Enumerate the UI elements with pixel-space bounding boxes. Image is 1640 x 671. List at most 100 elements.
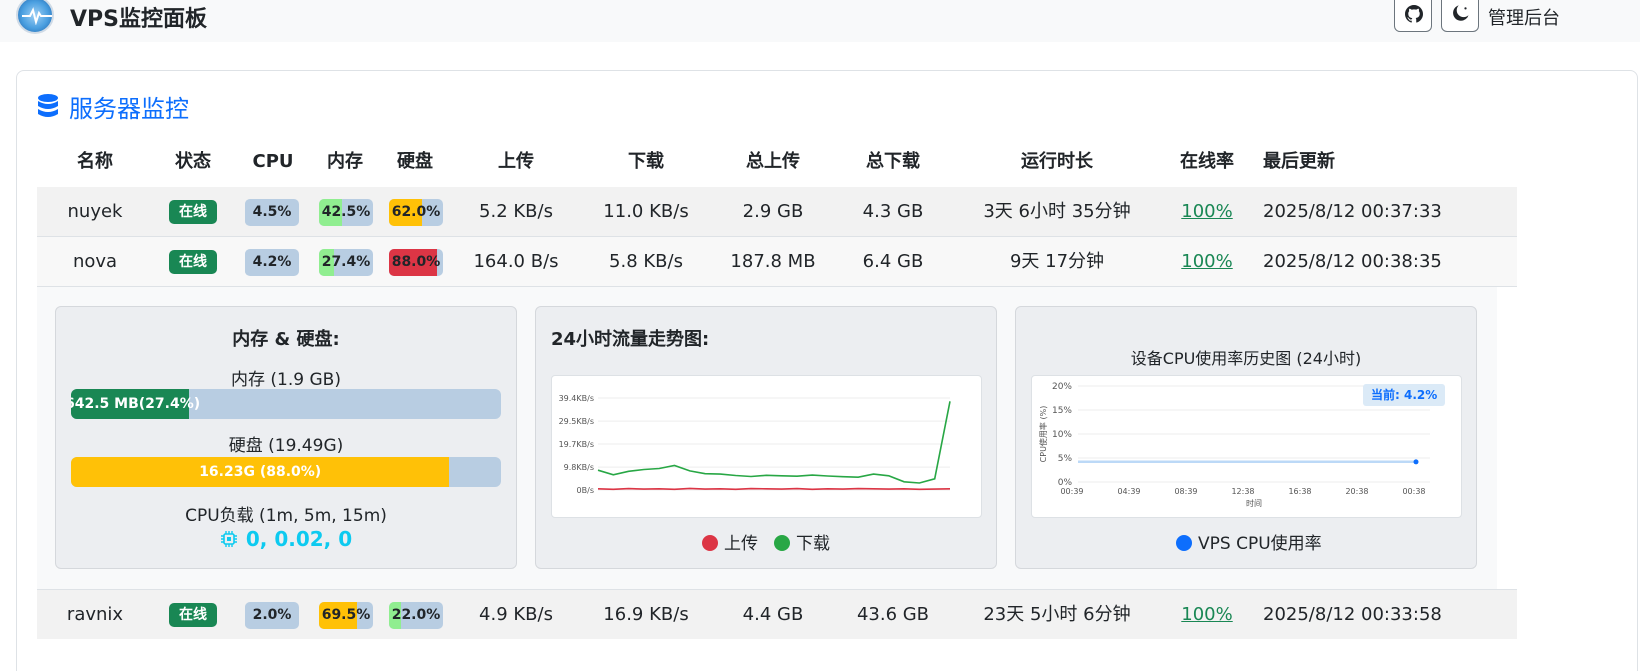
admin-link[interactable]: 管理后台 xyxy=(1488,8,1560,29)
download-speed: 11.0 KB/s xyxy=(603,201,689,222)
disk-usage-badge: 22.0% xyxy=(389,602,443,629)
disk-progress-label: 16.23G (88.0%) xyxy=(199,464,322,480)
traffic-legend-upload[interactable]: 上传 xyxy=(702,529,758,554)
cpu-chart-title: 设备CPU使用率历史图 (24小时) xyxy=(1130,349,1362,368)
disk-progress-fill xyxy=(71,457,450,487)
mem-usage-badge: 42.5% xyxy=(319,199,373,226)
status-badge: 在线 xyxy=(169,200,217,224)
mem-progress-fill xyxy=(71,389,189,419)
cpu-load-value: 0, 0.02, 0 xyxy=(245,527,353,551)
col-upload[interactable]: 上传 xyxy=(498,151,534,172)
total-download: 43.6 GB xyxy=(856,604,930,625)
col-total-upload[interactable]: 总上传 xyxy=(746,151,800,172)
cpu-history-panel: 设备CPU使用率历史图 (24小时) 20% 15% 10% 5% 0% 00:39 04:… xyxy=(1015,306,1477,569)
cpu-chart: 20% 15% 10% 5% 0%00:39 04:39 08:39 12:38 16:38 20… xyxy=(1038,382,1430,508)
status-cell: 在线 xyxy=(153,187,233,237)
traffic-chart-box: 39.4KB/s 29.5KB/s 19.7KB/s 9.8KB/s 0B/s xyxy=(551,375,982,518)
mem-usage-fill xyxy=(319,199,342,226)
y-tick-label: 10% xyxy=(1052,430,1072,440)
status-badge: 在线 xyxy=(169,250,217,274)
online-rate-link[interactable]: 100% xyxy=(1181,201,1233,222)
upload-series-line xyxy=(597,487,951,491)
cpu-usage-badge: 2.0% xyxy=(245,602,299,629)
cpu-legend-label: VPS CPU使用率 xyxy=(1198,534,1322,554)
top-navbar: VPS监控面板 管理后台 xyxy=(0,0,1640,42)
download-legend-label: 下载 xyxy=(796,534,830,554)
y-axis-label: CPU使用率 (%) xyxy=(1038,406,1048,463)
col-last-update[interactable]: 最后更新 xyxy=(1263,151,1335,172)
x-tick-label: 04:39 xyxy=(1117,487,1140,496)
col-download[interactable]: 下载 xyxy=(628,151,664,172)
x-tick-label: 00:39 xyxy=(1060,487,1083,496)
cpu-usage-fill xyxy=(245,249,248,276)
y-tick-label: 20% xyxy=(1052,382,1072,392)
table-row[interactable]: nova 在线 4.2% 27.4% 88.0% 164.0 B/s 5.8 K… xyxy=(37,237,1517,287)
mem-progress-bar: 642.5 MB(27.4%) xyxy=(71,389,501,419)
server-name: nuyek xyxy=(67,201,123,222)
col-disk[interactable]: 硬盘 xyxy=(397,151,433,172)
github-button[interactable] xyxy=(1394,0,1432,32)
mem-label: 内存 (1.9 GB) xyxy=(231,370,341,390)
col-uptime[interactable]: 运行时长 xyxy=(1021,151,1093,172)
database-icon xyxy=(38,94,58,117)
cpu-legend-dot xyxy=(1176,535,1192,551)
download-legend-dot xyxy=(774,535,790,551)
col-cpu[interactable]: CPU xyxy=(252,151,294,172)
app-title[interactable]: VPS监控面板 xyxy=(70,7,207,32)
disk-usage-badge: 88.0% xyxy=(389,249,443,276)
theme-toggle-button[interactable] xyxy=(1441,0,1479,32)
app-logo-icon xyxy=(16,0,54,34)
online-rate-link[interactable]: 100% xyxy=(1181,604,1233,625)
cpu-usage-label: 4.2% xyxy=(252,254,292,270)
status-badge: 在线 xyxy=(169,603,217,627)
col-name[interactable]: 名称 xyxy=(77,151,113,172)
traffic-legend-download[interactable]: 下载 xyxy=(774,529,830,554)
server-detail-panel: 内存 & 硬盘: 内存 (1.9 GB) 642.5 MB(27.4%) 硬盘 … xyxy=(37,287,1497,589)
status-cell: 在线 xyxy=(153,590,233,640)
table-row[interactable]: nuyek 在线 4.5% 42.5% 62.0% 5.2 KB/s 11.0 … xyxy=(37,187,1517,237)
cpu-usage-fill xyxy=(245,602,247,629)
upload-legend-dot xyxy=(702,535,718,551)
traffic-panel: 24小时流量走势图: 39.4KB/s 29.5KB/s 19.7KB/s 9.8KB… xyxy=(535,306,997,569)
cpu-usage-label: 4.5% xyxy=(252,204,292,220)
mem-disk-panel: 内存 & 硬盘: 内存 (1.9 GB) 642.5 MB(27.4%) 硬盘 … xyxy=(55,306,517,569)
y-tick-label: 29.5KB/s xyxy=(559,417,594,426)
cpu-chip-icon xyxy=(220,531,237,547)
col-mem[interactable]: 内存 xyxy=(327,151,363,172)
col-status[interactable]: 状态 xyxy=(175,151,211,172)
y-tick-label: 39.4KB/s xyxy=(559,394,594,403)
upload-speed: 164.0 B/s xyxy=(473,251,559,272)
col-online-rate[interactable]: 在线率 xyxy=(1180,151,1234,172)
mem-usage-label: 69.5% xyxy=(321,607,371,623)
download-speed: 5.8 KB/s xyxy=(609,251,683,272)
table-header: 名称 状态 CPU 内存 硬盘 上传 下载 总上传 总下载 运行时长 在线率 最… xyxy=(37,137,1517,187)
download-series-line xyxy=(597,401,951,484)
upload-speed: 5.2 KB/s xyxy=(479,201,553,222)
x-tick-label: 16:38 xyxy=(1288,487,1311,496)
total-download: 4.3 GB xyxy=(862,201,924,222)
disk-usage-label: 22.0% xyxy=(391,607,441,623)
last-update: 2025/8/12 00:33:58 xyxy=(1263,604,1442,625)
mem-usage-badge: 69.5% xyxy=(319,602,373,629)
mem-usage-badge: 27.4% xyxy=(319,249,373,276)
status-cell: 在线 xyxy=(153,237,233,287)
disk-label: 硬盘 (19.49G) xyxy=(228,436,344,456)
cpu-current-badge: 当前: 4.2% xyxy=(1363,384,1446,406)
online-rate-cell: 100% xyxy=(1167,237,1247,287)
mem-usage-label: 42.5% xyxy=(321,204,371,220)
disk-usage-fill xyxy=(389,199,423,226)
mem-disk-title: 内存 & 硬盘: xyxy=(232,329,340,350)
moon-icon xyxy=(1453,5,1469,21)
col-total-download[interactable]: 总下载 xyxy=(866,151,920,172)
mem-usage-label: 27.4% xyxy=(321,254,371,270)
cpu-load-value-wrap: 0, 0.02, 0 xyxy=(56,527,516,551)
x-tick-label: 20:38 xyxy=(1345,487,1368,496)
cpu-legend[interactable]: VPS CPU使用率 xyxy=(1176,529,1322,554)
last-update: 2025/8/12 00:37:33 xyxy=(1263,201,1442,222)
cpu-usage-badge: 4.2% xyxy=(245,249,299,276)
cpu-chart-box: 20% 15% 10% 5% 0% 00:39 04:39 08:39 12:38 16:38 20… xyxy=(1031,375,1462,518)
cpu-usage-badge: 4.5% xyxy=(245,199,299,226)
last-update: 2025/8/12 00:38:35 xyxy=(1263,251,1442,272)
online-rate-link[interactable]: 100% xyxy=(1181,251,1233,272)
table-row[interactable]: ravnix 在线 2.0% 69.5% 22.0% 4.9 KB/s 16.9… xyxy=(37,589,1517,639)
